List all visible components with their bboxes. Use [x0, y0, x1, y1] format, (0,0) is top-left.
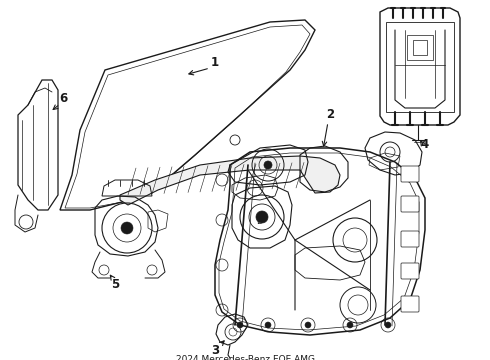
Text: 2: 2	[326, 108, 334, 122]
Circle shape	[305, 322, 311, 328]
Circle shape	[385, 322, 391, 328]
FancyBboxPatch shape	[401, 231, 419, 247]
Polygon shape	[120, 156, 340, 205]
Text: 2024 Mercedes-Benz EQE AMG: 2024 Mercedes-Benz EQE AMG	[175, 355, 315, 360]
Circle shape	[121, 222, 133, 234]
Circle shape	[265, 322, 271, 328]
FancyBboxPatch shape	[401, 263, 419, 279]
Circle shape	[237, 322, 243, 328]
Circle shape	[264, 161, 272, 169]
FancyBboxPatch shape	[401, 196, 419, 212]
FancyBboxPatch shape	[401, 296, 419, 312]
Text: 5: 5	[111, 279, 119, 292]
Text: L: L	[256, 217, 260, 226]
FancyBboxPatch shape	[401, 166, 419, 182]
Text: 6: 6	[59, 91, 67, 104]
Text: 3: 3	[211, 343, 219, 356]
Circle shape	[347, 322, 353, 328]
Circle shape	[256, 211, 268, 223]
Text: 1: 1	[211, 55, 219, 68]
Text: 4: 4	[421, 139, 429, 152]
